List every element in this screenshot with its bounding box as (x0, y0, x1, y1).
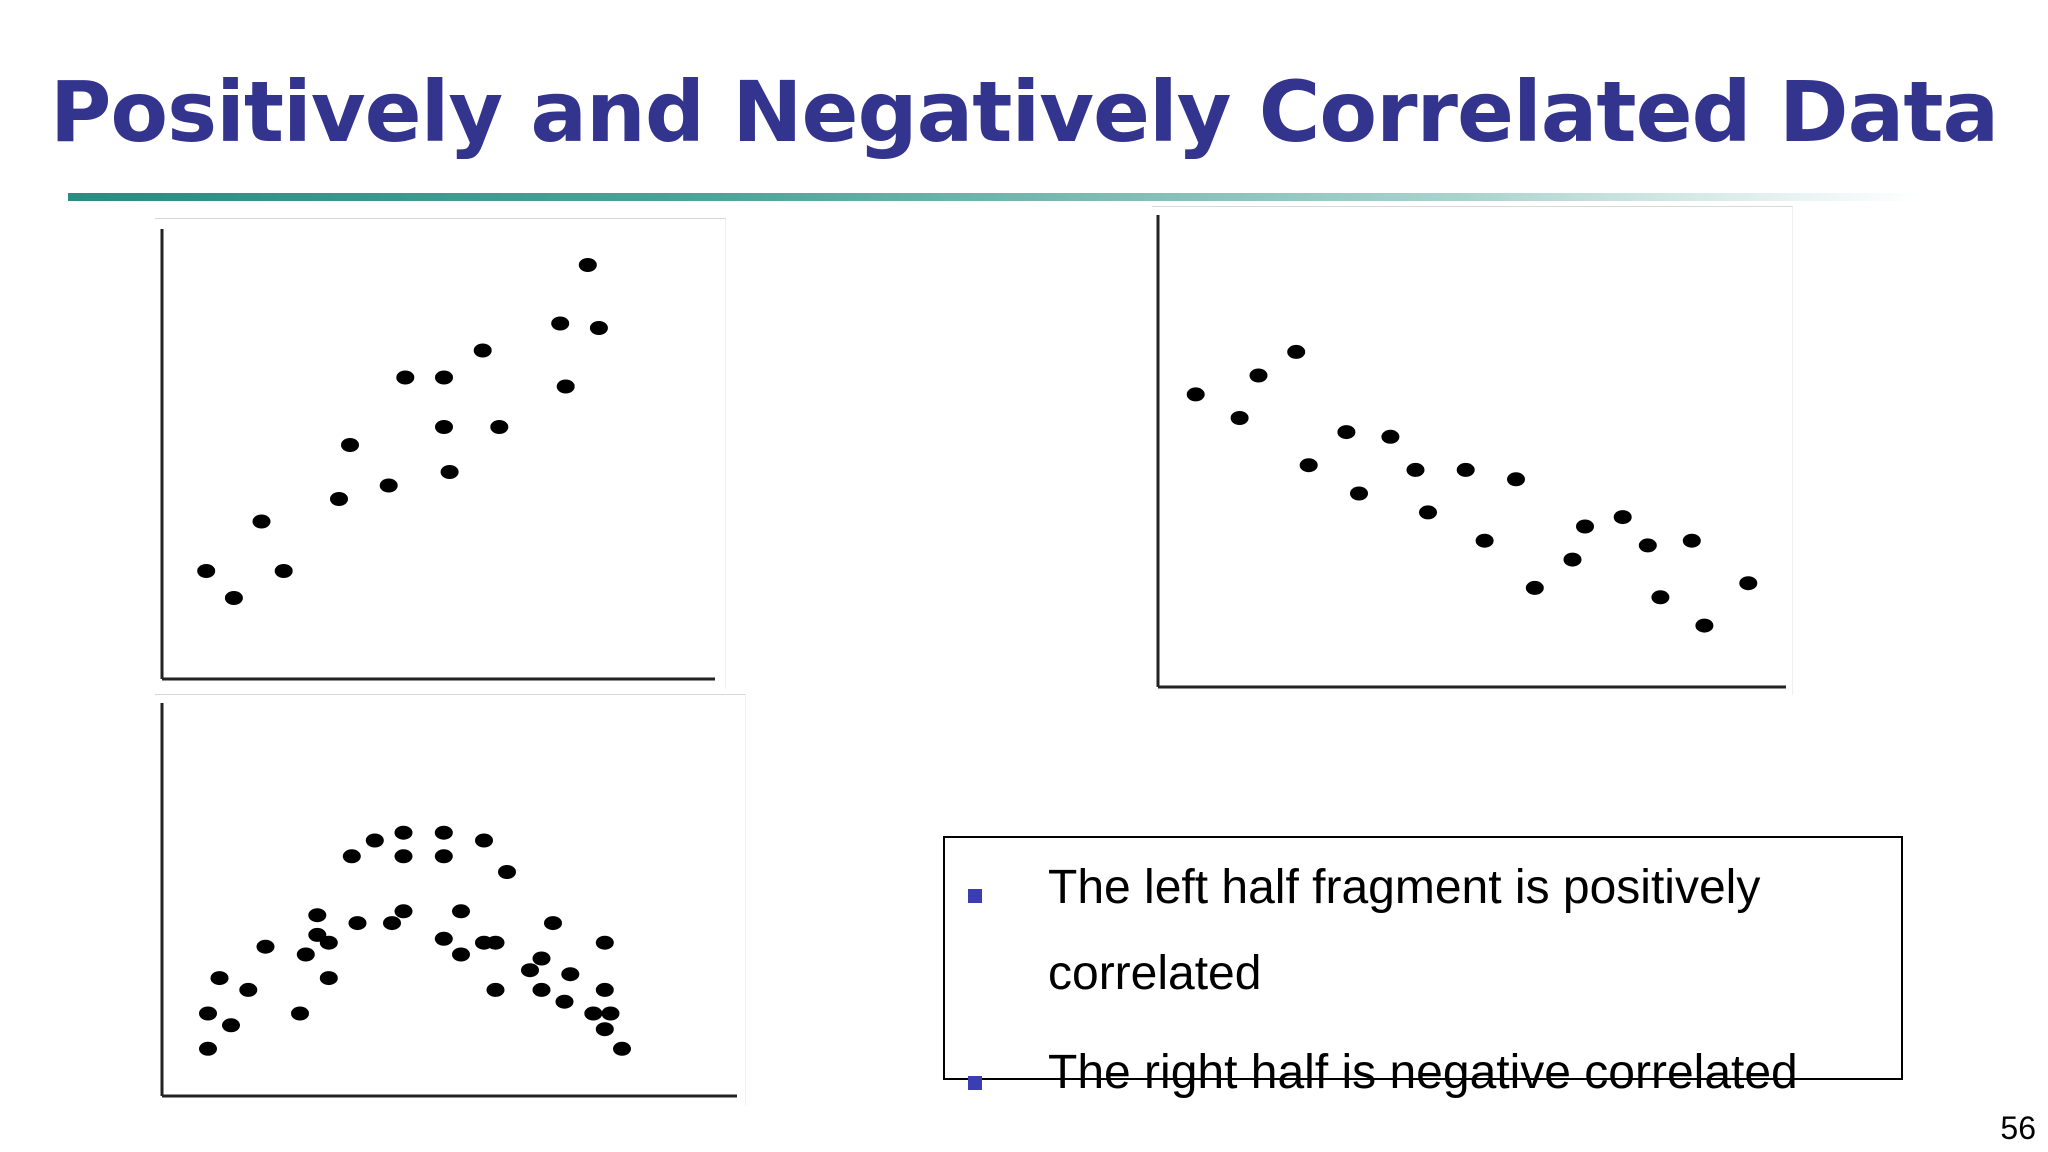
scatter-plot-curved (155, 694, 746, 1105)
data-point (330, 492, 348, 506)
data-point (1249, 368, 1268, 383)
data-point (521, 963, 539, 978)
data-point (435, 370, 453, 385)
data-point (555, 994, 574, 1009)
scatter-plot-negative (1152, 206, 1793, 695)
data-point (452, 904, 470, 919)
data-point (434, 825, 453, 840)
data-point (1739, 576, 1758, 591)
data-point (256, 939, 275, 954)
data-point (348, 916, 367, 931)
data-point (434, 849, 453, 864)
title-divider (68, 193, 1918, 201)
data-point (1230, 411, 1249, 425)
data-point (199, 1006, 217, 1021)
data-point (1456, 462, 1475, 477)
data-point (319, 971, 338, 986)
data-point (498, 865, 516, 879)
data-point (551, 316, 570, 331)
data-point (1186, 387, 1205, 402)
data-point (613, 1041, 631, 1056)
data-point (1475, 533, 1494, 548)
data-point (291, 1006, 309, 1021)
data-point (601, 1006, 620, 1021)
slide-title: Positively and Negatively Correlated Dat… (49, 63, 1999, 161)
data-point (222, 1018, 240, 1033)
data-point (252, 514, 271, 529)
data-point (1576, 519, 1594, 534)
data-point (1350, 486, 1368, 501)
data-point (199, 1041, 217, 1056)
data-point (197, 564, 216, 578)
data-point (1337, 425, 1356, 440)
bullet-text-1: The left half fragment is positively cor… (1048, 861, 1761, 1000)
data-point (341, 438, 359, 452)
scatter-plot-curved-svg (160, 703, 737, 1098)
data-point (578, 258, 597, 272)
data-point (274, 564, 293, 578)
data-point (394, 904, 413, 919)
data-point (532, 951, 551, 966)
data-point (561, 967, 580, 982)
data-point (1525, 580, 1544, 595)
data-point (394, 849, 413, 864)
data-point (1651, 590, 1670, 605)
data-point (1507, 472, 1525, 487)
data-point (383, 916, 401, 931)
data-point (589, 321, 608, 335)
data-point (210, 971, 229, 986)
data-point (1381, 429, 1400, 444)
data-point (440, 465, 459, 479)
page-number: 56 (2000, 1110, 2036, 1146)
data-point (224, 591, 243, 605)
data-point (319, 935, 338, 950)
data-point (435, 420, 453, 434)
data-point (452, 947, 470, 962)
data-point (584, 1006, 603, 1021)
data-point (1638, 538, 1657, 553)
data-point (1419, 505, 1437, 520)
data-point (1682, 533, 1701, 548)
bullet-box (943, 836, 1903, 1080)
data-point (1287, 344, 1306, 359)
data-point (595, 1022, 614, 1037)
data-point (365, 833, 384, 848)
data-point (1613, 510, 1632, 525)
data-point (1406, 462, 1425, 477)
scatter-plot-positive (155, 218, 726, 689)
bullet-marker-2 (968, 1076, 982, 1090)
data-point (486, 935, 505, 950)
data-point (473, 343, 492, 358)
data-point (1563, 552, 1582, 567)
data-point (544, 916, 562, 931)
scatter-plot-positive-svg (160, 229, 715, 681)
data-point (475, 833, 493, 848)
data-point (1695, 618, 1714, 633)
scatter-plot-negative-svg (1156, 215, 1786, 689)
data-point (308, 908, 327, 923)
data-point (532, 982, 551, 997)
data-point (239, 982, 258, 997)
bullet-text-2: The right half is negative correlated (1048, 1046, 1798, 1099)
bullet-marker-1 (968, 889, 982, 903)
data-point (296, 947, 315, 962)
data-point (556, 379, 575, 394)
data-point (595, 982, 614, 997)
data-point (396, 370, 415, 385)
data-point (342, 849, 361, 864)
data-point (379, 478, 398, 493)
data-point (1299, 458, 1318, 473)
data-point (486, 982, 505, 997)
data-point (490, 420, 509, 434)
data-point (595, 935, 614, 950)
data-point (434, 931, 453, 946)
data-point (394, 825, 413, 840)
